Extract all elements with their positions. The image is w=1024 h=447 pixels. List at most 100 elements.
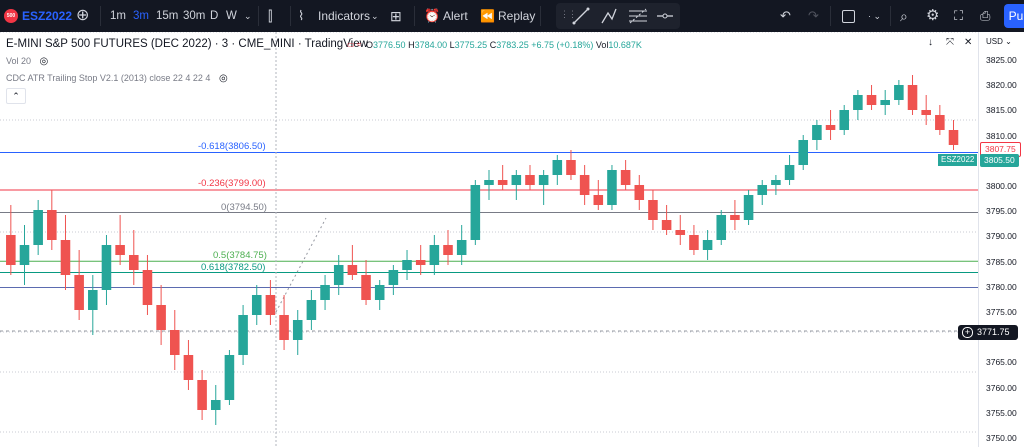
- candle-body: [839, 110, 849, 130]
- candle-body: [825, 125, 836, 130]
- redo-icon[interactable]: ↷: [808, 8, 819, 23]
- price-tick-label: 3755.00: [986, 407, 1017, 418]
- atr-indicator-name: CDC ATR Trailing Stop V2.1 (2013) close …: [6, 73, 211, 83]
- atr-indicator-legend[interactable]: CDC ATR Trailing Stop V2.1 (2013) close …: [6, 73, 228, 84]
- collapse-legend-button[interactable]: ⌃: [6, 88, 26, 104]
- candle-body: [388, 270, 399, 285]
- symbol-name-tag: ESZ2022: [938, 154, 978, 166]
- fib-retracement-icon[interactable]: [628, 7, 648, 25]
- layout-select-icon[interactable]: [842, 0, 855, 32]
- price-tick-label: 3750.00: [986, 433, 1017, 443]
- add-alert-plus-icon[interactable]: +: [962, 327, 973, 338]
- indicators-dropdown-icon[interactable]: ⌄: [371, 11, 379, 21]
- toolbar-divider: [890, 6, 891, 26]
- replay-icon[interactable]: ⏪: [480, 9, 495, 23]
- candle-body: [238, 315, 248, 355]
- interval-30m[interactable]: 30m: [183, 10, 206, 22]
- volume-indicator-name: Vol 20: [6, 56, 32, 66]
- interval-1m[interactable]: 1m: [110, 10, 126, 22]
- price-tick-label: 3820.00: [986, 80, 1017, 91]
- candle-body: [880, 100, 890, 105]
- search-icon[interactable]: ⌕: [900, 8, 908, 24]
- layout-dropdown-icon[interactable]: · ⌄: [868, 11, 882, 21]
- vol-key: Vol: [595, 40, 609, 50]
- trend-line-icon[interactable]: [572, 7, 590, 25]
- candle-body: [675, 230, 686, 235]
- candle-body: [866, 95, 877, 105]
- price-tick-label: 3775.00: [986, 307, 1017, 317]
- interval-D[interactable]: D: [210, 10, 219, 22]
- candle-body: [292, 320, 303, 340]
- interval-W[interactable]: W: [226, 10, 237, 22]
- candle-body: [511, 175, 522, 185]
- candle-body: [47, 210, 57, 240]
- publish-button[interactable]: Pu: [1004, 4, 1024, 28]
- candle-body: [183, 355, 194, 380]
- replay-button[interactable]: Replay: [498, 9, 536, 23]
- candle-body: [129, 255, 139, 270]
- price-tick-label: 3790.00: [986, 231, 1017, 242]
- alert-clock-icon[interactable]: ⏰: [424, 8, 441, 23]
- candle-body: [60, 240, 71, 275]
- undo-icon[interactable]: ↶: [780, 8, 791, 23]
- low-value: 3775.25: [454, 40, 488, 50]
- chart-legend-title[interactable]: E-MINI S&P 500 FUTURES (DEC 2022) · 3 · …: [6, 38, 368, 50]
- candle-body: [415, 260, 426, 265]
- indicators-button[interactable]: Indicators: [318, 9, 371, 23]
- eye-hidden-icon[interactable]: ◎: [39, 56, 49, 67]
- candle-type-icon[interactable]: ⫿: [268, 8, 273, 24]
- symbol-search-button[interactable]: ESZ2022: [22, 9, 73, 23]
- candle-body: [470, 185, 481, 240]
- horizontal-line-icon[interactable]: [656, 7, 674, 25]
- fib-label-0: 0(3794.50): [221, 202, 267, 213]
- maximize-pane-icon[interactable]: ⤧: [946, 37, 954, 48]
- settings-gear-icon[interactable]: ⚙: [926, 7, 940, 24]
- interval-15m[interactable]: 15m: [156, 10, 179, 22]
- alert-button[interactable]: Alert: [443, 9, 468, 23]
- candle-body: [784, 165, 795, 180]
- camera-snapshot-icon[interactable]: ⎙: [980, 8, 991, 23]
- eye-hidden-icon[interactable]: ◎: [218, 73, 228, 84]
- indicators-icon[interactable]: ⌇: [298, 8, 305, 23]
- change-value: +6.75 (+0.18%): [531, 40, 594, 50]
- close-pane-icon[interactable]: ✕: [964, 37, 973, 48]
- legend-flag-icon[interactable]: ▭ ≈: [347, 40, 362, 49]
- candle-body: [402, 260, 412, 270]
- scroll-down-icon[interactable]: ↓: [928, 37, 933, 48]
- interval-dropdown-icon[interactable]: ⌄: [244, 11, 252, 21]
- price-tick-label: 3765.00: [986, 357, 1017, 368]
- symbol-logo-icon: 500: [4, 9, 18, 23]
- candle-body: [333, 265, 344, 285]
- candle-body: [169, 330, 180, 355]
- price-tick-label: 3800.00: [986, 181, 1017, 191]
- candle-body: [320, 285, 330, 300]
- toolbar-divider: [414, 6, 415, 26]
- path-tool-icon[interactable]: [600, 7, 618, 25]
- interval-3m[interactable]: 3m: [133, 10, 149, 22]
- layout-grid-icon[interactable]: ⊞: [390, 8, 402, 24]
- open-key: O: [366, 40, 374, 50]
- candle-body: [210, 400, 221, 410]
- price-tick-label: 3810.00: [986, 130, 1017, 141]
- drag-handle-icon[interactable]: ⋮⋮: [560, 9, 577, 19]
- crosshair-price-tag[interactable]: +3771.75: [958, 325, 1018, 340]
- candle-body: [798, 140, 809, 165]
- candle-body: [907, 85, 918, 110]
- candle-body: [306, 300, 317, 320]
- candle-body: [948, 130, 959, 145]
- price-axis[interactable]: [978, 32, 1024, 447]
- currency-selector[interactable]: USD ⌄: [986, 37, 1012, 46]
- chart-canvas[interactable]: [0, 32, 978, 447]
- candle-body: [456, 240, 467, 255]
- toolbar-divider: [258, 6, 259, 26]
- add-symbol-icon[interactable]: ⊕: [76, 7, 90, 24]
- candle-body: [19, 245, 30, 265]
- fib-retracement-drawing[interactable]: [0, 152, 978, 288]
- fib-label-05: 0.5(3784.75): [213, 250, 267, 261]
- candle-body: [730, 215, 740, 220]
- candle-body: [156, 305, 166, 330]
- volume-indicator-legend[interactable]: Vol 20 ◎: [6, 56, 48, 67]
- candle-body: [279, 315, 289, 340]
- fullscreen-icon[interactable]: ⛶: [954, 8, 964, 23]
- candle-body: [251, 295, 262, 315]
